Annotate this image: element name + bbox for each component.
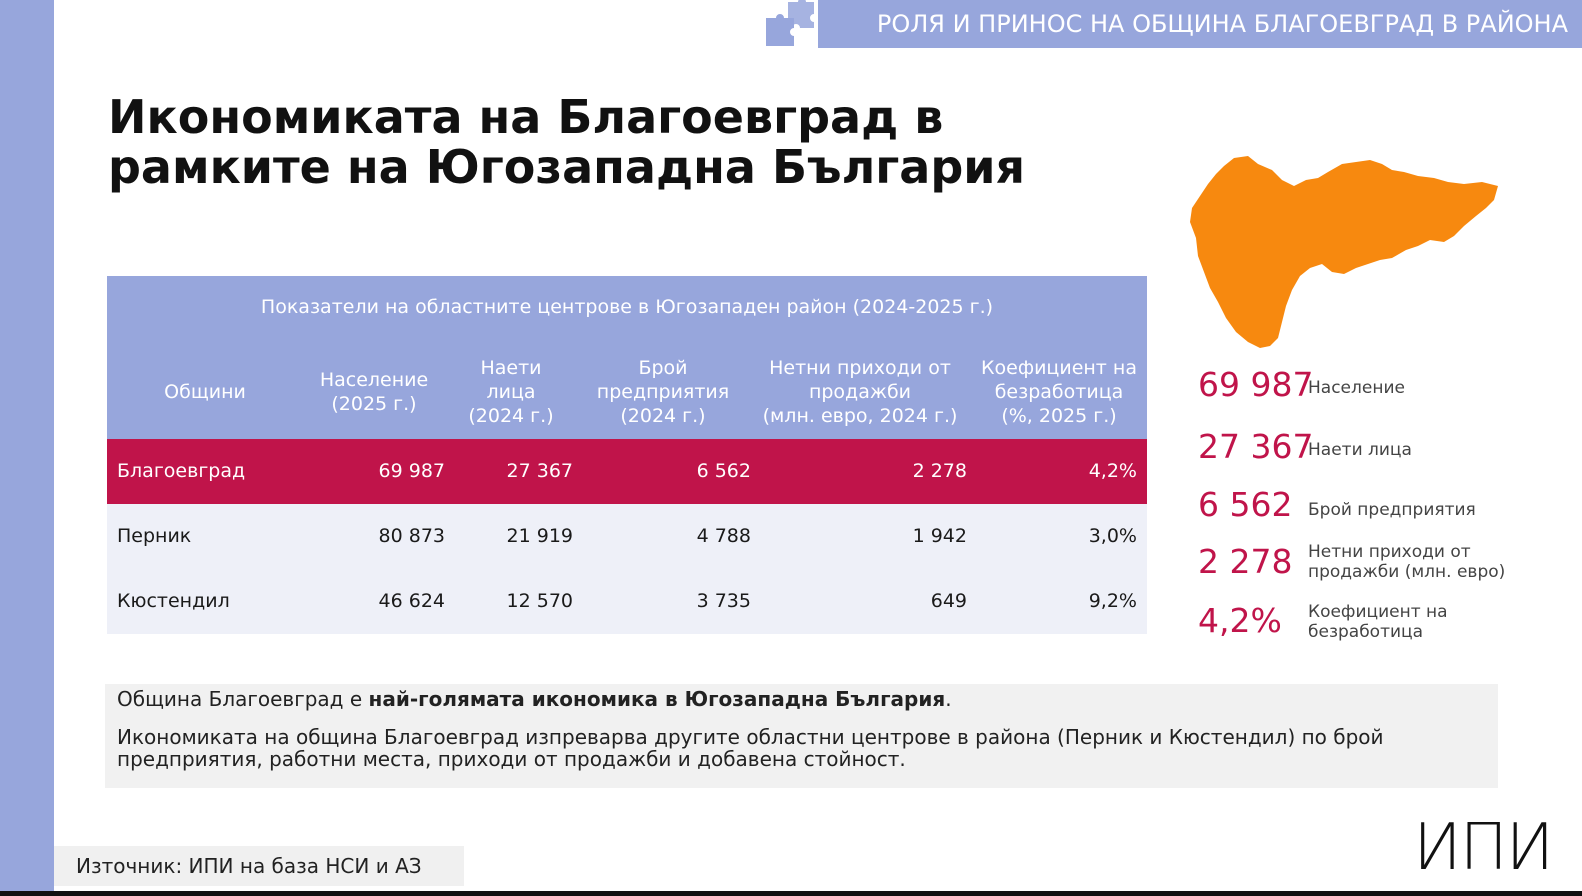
kpi-label: Население xyxy=(1308,378,1405,398)
source-note: Източник: ИПИ на база НСИ и АЗ xyxy=(54,846,464,886)
kpi-label: Нетни приходи от продажби (млн. евро) xyxy=(1308,542,1505,582)
kpi-label-line: безработица xyxy=(1308,622,1424,642)
cell-unemployment: 9,2% xyxy=(1088,590,1137,612)
kpi-population: 69 987 Население xyxy=(1198,360,1578,410)
cell-enterprises: 6 562 xyxy=(696,460,751,482)
cell-enterprises: 3 735 xyxy=(696,590,751,612)
cell-enterprises: 4 788 xyxy=(696,525,751,547)
column-header-municipality: Общини xyxy=(107,354,303,429)
column-header-enterprises: Брой предприятия (2024 г.) xyxy=(577,354,749,429)
cell-revenue: 2 278 xyxy=(912,460,967,482)
kpi-value: 6 562 xyxy=(1198,485,1293,524)
summary-text: Община Благоевград е xyxy=(117,687,369,711)
table-row: Перник 80 873 21 919 4 788 1 942 3,0% xyxy=(107,504,1147,569)
left-accent-bar xyxy=(0,0,54,896)
column-header-line: Население xyxy=(319,368,429,391)
column-header-text: Наети лица (2024 г.) xyxy=(468,356,553,428)
column-header-text: Брой предприятия (2024 г.) xyxy=(597,356,729,428)
kpi-label-line: Коефициент на xyxy=(1308,602,1448,622)
column-header-line: (2024 г.) xyxy=(620,404,706,427)
cell-unemployment: 3,0% xyxy=(1088,525,1137,547)
column-header-line: Общини xyxy=(164,380,246,403)
column-header-population: Население (2025 г.) xyxy=(303,354,445,429)
kpi-label: Брой предприятия xyxy=(1308,500,1476,520)
column-header-line: (2024 г.) xyxy=(468,404,554,427)
puzzle-icon xyxy=(766,0,814,46)
cell-population: 69 987 xyxy=(378,460,445,482)
cell-revenue: 649 xyxy=(930,590,967,612)
table-row: Благоевград 69 987 27 367 6 562 2 278 4,… xyxy=(107,439,1147,504)
kpi-employed: 27 367 Наети лица xyxy=(1198,422,1578,472)
kpi-label-line: продажби (млн. евро) xyxy=(1308,562,1506,582)
summary-paragraph-1: Община Благоевград е най-голямата иконом… xyxy=(117,688,1486,710)
column-header-line: продажби xyxy=(808,380,912,403)
cell-employed: 27 367 xyxy=(506,460,573,482)
kpi-label: Наети лица xyxy=(1308,440,1412,460)
kpi-revenue: 2 278 Нетни приходи от продажби (млн. ев… xyxy=(1198,537,1578,587)
summary-paragraph-2: Икономиката на община Благоевград изпрев… xyxy=(117,725,1384,771)
summary-box: Община Благоевград е най-голямата иконом… xyxy=(105,684,1498,788)
bottom-rule xyxy=(0,891,1582,896)
table-caption: Показатели на областните центрове в Югоз… xyxy=(260,296,994,318)
column-header-line: Брой xyxy=(638,356,688,379)
kpi-value: 27 367 xyxy=(1198,427,1314,466)
column-header-employed: Наети лица (2024 г.) xyxy=(445,354,577,429)
column-header-line: Коефициент на xyxy=(981,356,1137,379)
cell-revenue: 1 942 xyxy=(912,525,967,547)
cell-population: 46 624 xyxy=(378,590,445,612)
ipi-logo: ИПИ xyxy=(1413,811,1554,885)
indicators-table: Показатели на областните центрове в Югоз… xyxy=(107,276,1147,634)
column-header-text: Коефициент на безработица (%, 2025 г.) xyxy=(981,356,1137,428)
column-header-unemployment: Коефициент на безработица (%, 2025 г.) xyxy=(971,354,1147,429)
cell-municipality: Кюстендил xyxy=(117,590,230,612)
column-header-line: Наети xyxy=(480,356,542,379)
column-header-text: Нетни приходи от продажби (млн. евро, 2024… xyxy=(763,356,958,428)
title-line-1: Икономиката на Благоевград в xyxy=(108,90,944,144)
cell-employed: 21 919 xyxy=(506,525,573,547)
summary-text: . xyxy=(945,687,952,711)
section-banner: РОЛЯ И ПРИНОС НА ОБЩИНА БЛАГОЕВГРАД В РА… xyxy=(818,0,1582,48)
region-map xyxy=(1190,156,1498,348)
cell-population: 80 873 xyxy=(378,525,445,547)
kpi-label-line: Нетни приходи от xyxy=(1308,542,1471,562)
column-header-line: лица xyxy=(486,380,536,403)
column-header-line: Нетни приходи от xyxy=(769,356,951,379)
column-header-line: (%, 2025 г.) xyxy=(1001,404,1117,427)
title-line-2: рамките на Югозападна България xyxy=(108,140,1026,194)
page-title: Икономиката на Благоевград в рамките на … xyxy=(108,92,1108,192)
kpi-value: 2 278 xyxy=(1198,542,1293,581)
column-header-revenue: Нетни приходи от продажби (млн. евро, 2024… xyxy=(749,354,971,429)
cell-unemployment: 4,2% xyxy=(1088,460,1137,482)
cell-municipality: Благоевград xyxy=(117,460,246,482)
kpi-enterprises: 6 562 Брой предприятия xyxy=(1198,480,1578,530)
kpi-unemployment: 4,2% Коефициент на безработица xyxy=(1198,596,1578,646)
kpi-value: 4,2% xyxy=(1198,601,1282,640)
summary-highlight: най-голямата икономика в Югозападна Бълг… xyxy=(368,687,946,711)
column-header-line: (млн. евро, 2024 г.) xyxy=(762,404,958,427)
table-header: Показатели на областните центрове в Югоз… xyxy=(107,276,1147,439)
column-header-line: безработица xyxy=(994,380,1124,403)
column-header-text: Общини xyxy=(164,380,246,404)
kpi-value: 69 987 xyxy=(1198,365,1314,404)
column-header-line: предприятия xyxy=(596,380,730,403)
cell-employed: 12 570 xyxy=(506,590,573,612)
column-header-text: Население (2025 г.) xyxy=(320,368,428,416)
kpi-label: Коефициент на безработица xyxy=(1308,602,1448,642)
column-header-line: (2025 г.) xyxy=(331,392,417,415)
cell-municipality: Перник xyxy=(117,525,192,547)
table-row: Кюстендил 46 624 12 570 3 735 649 9,2% xyxy=(107,569,1147,634)
